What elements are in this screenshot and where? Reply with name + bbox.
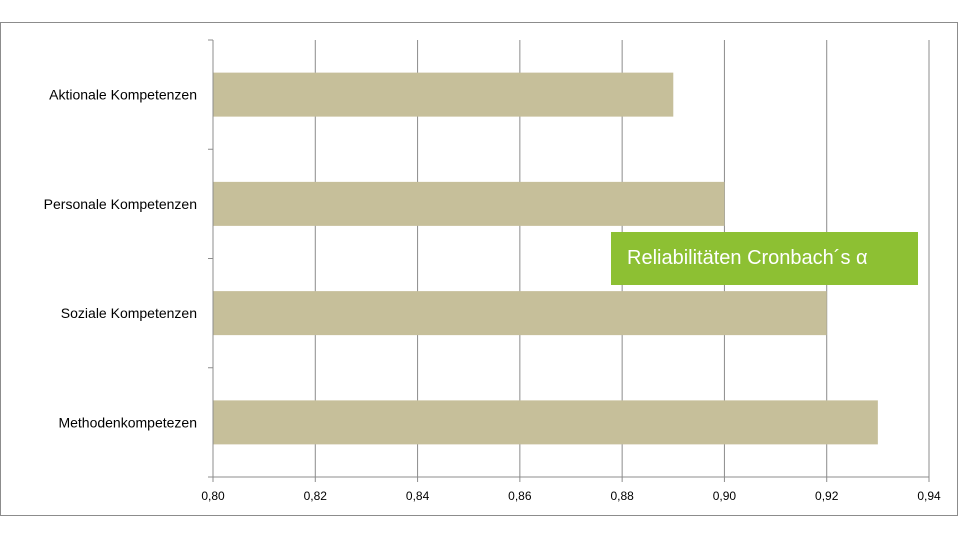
x-tick-label: 0,80 bbox=[201, 489, 225, 503]
x-tick-label: 0,86 bbox=[508, 489, 532, 503]
category-label: Soziale Kompetenzen bbox=[61, 305, 197, 321]
x-tick-label: 0,90 bbox=[713, 489, 737, 503]
category-labels: Aktionale Kompetenzen Personale Kompetenz… bbox=[44, 87, 197, 431]
bar bbox=[213, 400, 878, 445]
bar bbox=[213, 181, 725, 226]
reliability-label-badge: Reliabilitäten Cronbach´s α bbox=[611, 232, 918, 285]
x-tick-label: 0,82 bbox=[304, 489, 328, 503]
bar bbox=[213, 291, 827, 336]
category-label: Aktionale Kompetenzen bbox=[49, 87, 197, 103]
category-label: Personale Kompetenzen bbox=[44, 196, 197, 212]
x-tick-label: 0,92 bbox=[815, 489, 839, 503]
x-tick-label: 0,94 bbox=[917, 489, 941, 503]
bars bbox=[213, 72, 878, 445]
bar bbox=[213, 72, 674, 117]
x-tick-label: 0,88 bbox=[610, 489, 634, 503]
x-tick-labels: 0,80 0,82 0,84 0,86 0,88 0,90 0,92 0,94 bbox=[201, 489, 941, 503]
x-tick-label: 0,84 bbox=[406, 489, 430, 503]
category-label: Methodenkompetezen bbox=[58, 414, 197, 430]
axes bbox=[208, 39, 930, 482]
